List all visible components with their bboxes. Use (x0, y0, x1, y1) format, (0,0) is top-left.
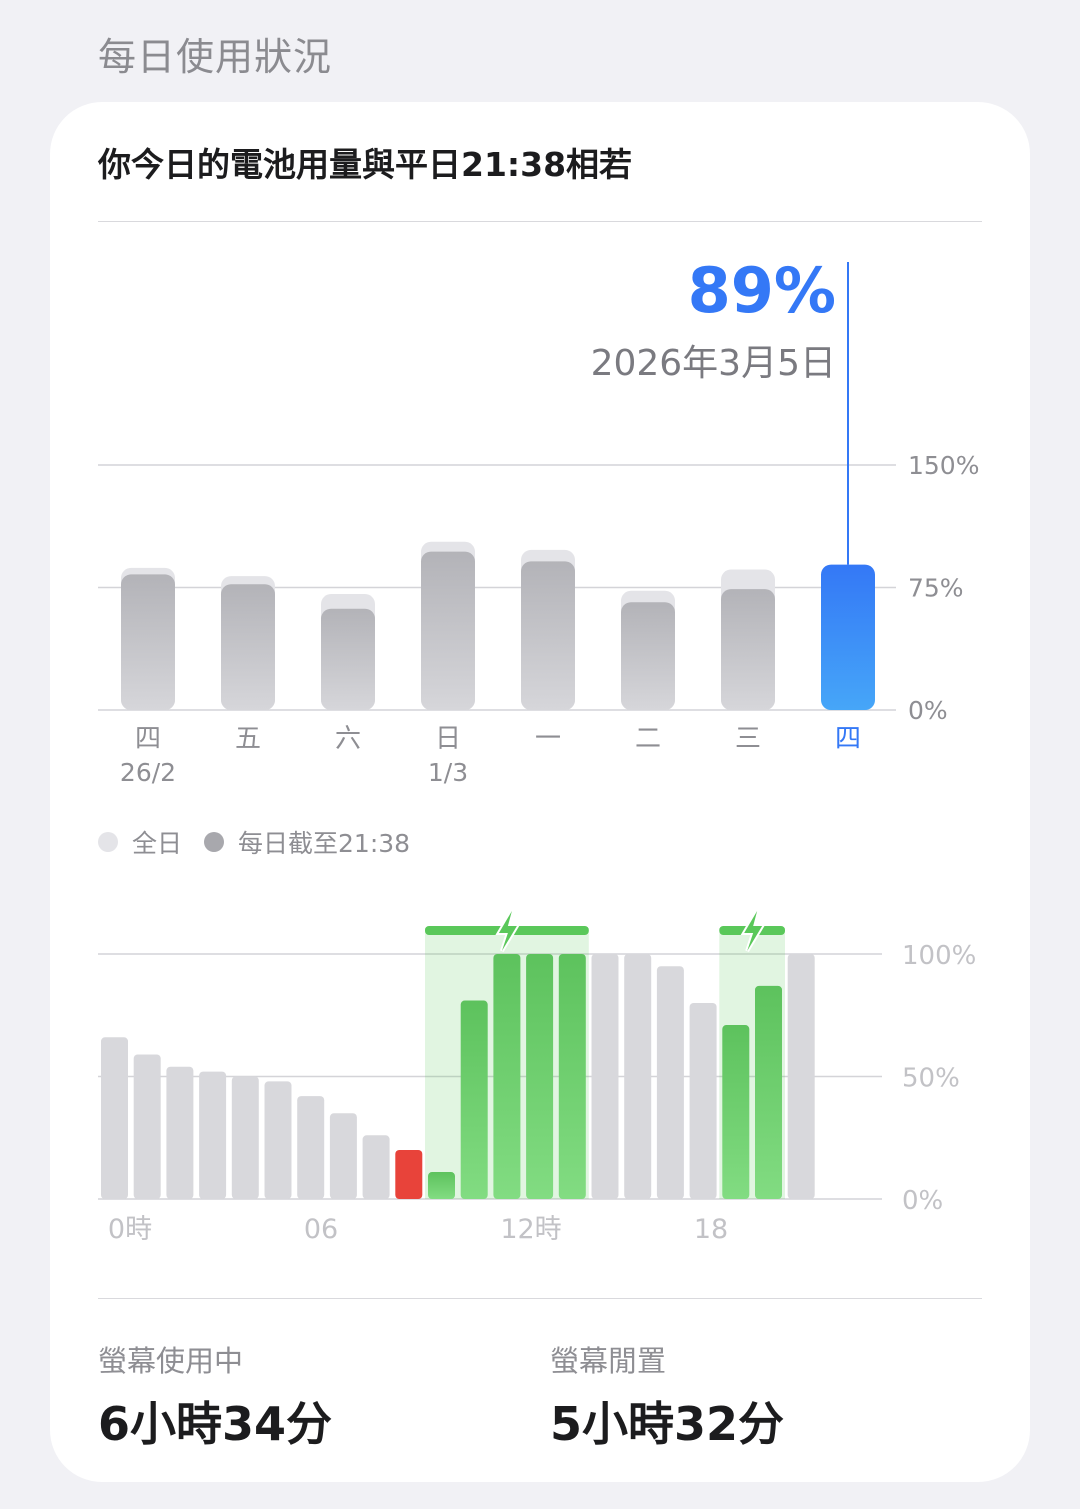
section-title: 每日使用狀況 (98, 35, 333, 79)
x-weekday-label: 四 (135, 724, 161, 754)
hourly-bar (755, 985, 782, 1199)
y-tick-label: 50% (902, 1064, 960, 1094)
hourly-bar (428, 1172, 455, 1199)
x-hour-label: 0時 (108, 1214, 152, 1245)
legend-label: 全日 (132, 829, 183, 858)
hourly-bar (787, 954, 815, 1199)
bar-until-now (721, 589, 775, 710)
hourly-bar (231, 1076, 259, 1199)
x-hour-label: 06 (304, 1214, 338, 1245)
hourly-bar (689, 1003, 717, 1199)
screen-on-value: 6小時34分 (98, 1397, 333, 1451)
bar-until-now (221, 584, 275, 710)
light-gray-dot-icon (98, 832, 118, 852)
bar-until-now (621, 602, 675, 710)
hourly-bar (722, 1025, 750, 1199)
chart-legend: 全日 每日截至21:38 (98, 824, 432, 860)
x-date-label: 1/3 (428, 758, 468, 787)
hourly-bar (591, 954, 619, 1199)
x-weekday-label: 五 (235, 724, 261, 754)
hourly-bar (101, 1037, 128, 1199)
x-weekday-label: 一 (535, 724, 561, 754)
bar-until-now (121, 574, 175, 710)
hourly-bar (166, 1066, 194, 1199)
gray-dot-icon (204, 832, 225, 852)
divider-bottom (98, 1298, 982, 1299)
lightning-icon (740, 909, 766, 953)
legend-item-until-now: 每日截至21:38 (204, 824, 410, 860)
hourly-bar (297, 1096, 325, 1199)
hourly-bar (329, 1113, 357, 1199)
hourly-bar (558, 954, 586, 1199)
hourly-bar (526, 954, 554, 1199)
hourly-bar (264, 1081, 292, 1199)
x-weekday-label: 日 (435, 724, 461, 754)
charts-canvas: 150% 75% 0% 四 26/2 五 六 日 1/3 一 二 三 四 100% 50% 0% 0時 06 12… (98, 262, 979, 1245)
hourly-bar (493, 954, 521, 1199)
x-weekday-label: 三 (735, 724, 761, 754)
screen-on-label: 螢幕使用中 (98, 1344, 244, 1378)
x-date-label: 26/2 (120, 758, 176, 787)
x-weekday-label: 六 (335, 724, 361, 754)
x-weekday-label: 二 (635, 724, 661, 754)
divider-top (98, 221, 982, 222)
y-tick-label: 75% (908, 574, 964, 603)
hourly-bar (199, 1071, 227, 1199)
y-tick-label: 150% (908, 451, 979, 480)
selected-day-percent: 89% (687, 254, 836, 327)
hourly-bar (395, 1150, 423, 1199)
legend-label: 每日截至21:38 (238, 829, 411, 858)
screen-off-value: 5小時32分 (550, 1397, 785, 1451)
selected-day-date: 2026年3月5日 (590, 343, 836, 384)
x-weekday-label: 四 (835, 724, 861, 754)
y-tick-label: 0% (908, 696, 948, 725)
bar-until-now (421, 551, 475, 710)
legend-item-all-day: 全日 (98, 824, 182, 860)
battery-usage-card: 你今日的電池用量與平日21:38相若 150% 75% 0% 四 26/2 五 六 日 1/3 一… (50, 102, 1030, 1482)
hourly-bar (656, 966, 684, 1199)
x-hour-label: 12時 (500, 1214, 561, 1245)
screen-off-label: 螢幕閒置 (550, 1344, 667, 1378)
usage-headline: 你今日的電池用量與平日21:38相若 (98, 145, 633, 184)
x-hour-label: 18 (694, 1214, 728, 1245)
bar-today (821, 564, 875, 710)
hourly-bar (624, 954, 652, 1199)
y-tick-label: 100% (902, 941, 976, 971)
bar-until-now (521, 561, 575, 710)
hourly-bar (460, 1000, 488, 1199)
y-tick-label: 0% (902, 1186, 943, 1216)
hourly-bar (133, 1054, 161, 1199)
lightning-icon (495, 909, 521, 953)
bar-until-now (321, 608, 375, 710)
hourly-bar (362, 1135, 390, 1199)
